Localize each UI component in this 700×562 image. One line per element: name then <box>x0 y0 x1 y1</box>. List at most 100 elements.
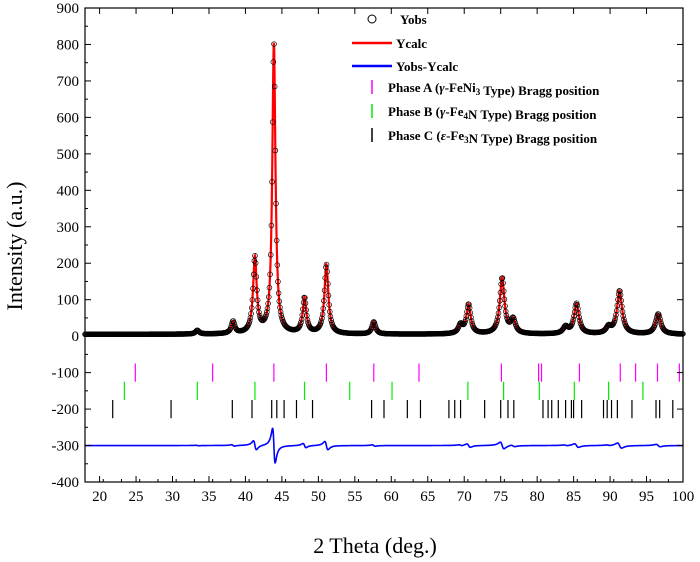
yobs-point <box>559 327 565 333</box>
yobs-point <box>277 309 284 315</box>
yobs-point <box>567 324 573 330</box>
yobs-point <box>650 325 657 331</box>
yobs-point <box>612 315 619 321</box>
yobs-point <box>493 319 500 326</box>
yobs-point <box>571 313 577 319</box>
yobs-point <box>273 237 280 244</box>
yobs-point <box>327 313 334 320</box>
yobs-point <box>304 312 310 319</box>
yobs-point <box>462 316 469 323</box>
x-axis-title: 2 Theta (deg.) <box>313 533 437 558</box>
yobs-point <box>302 300 309 306</box>
yobs-point <box>253 274 260 280</box>
yobs-point <box>324 268 330 275</box>
yobs-point <box>502 308 509 315</box>
y-axis-title: Intensity (a.u.) <box>2 182 27 311</box>
yobs-point <box>321 287 328 294</box>
yobs-point <box>575 310 582 316</box>
yobs-point <box>573 301 579 308</box>
yobs-point <box>304 317 311 323</box>
yobs-point <box>271 83 278 90</box>
yobs-point <box>613 307 620 314</box>
yobs-point <box>495 310 502 316</box>
yobs-point <box>325 292 332 299</box>
yobs-point <box>615 296 621 303</box>
yobs-point <box>256 312 263 319</box>
yobs-point <box>372 322 378 328</box>
yobs-point <box>252 253 258 259</box>
x-tick-label: 75 <box>493 489 508 505</box>
x-tick-label: 85 <box>566 489 581 505</box>
yobs-point <box>271 41 277 47</box>
yobs-point <box>254 287 260 293</box>
yobs-point <box>296 324 302 330</box>
yobs-point <box>267 271 273 278</box>
yobs-point <box>265 300 271 307</box>
phase-b-bragg-ticks <box>123 381 644 400</box>
yobs-point <box>297 321 304 328</box>
y-tick-label: -300 <box>52 439 80 455</box>
yobs-point <box>246 318 253 324</box>
y-tick-label: 200 <box>57 256 80 272</box>
y-tick-label: 600 <box>57 110 80 126</box>
yobs-point <box>273 200 279 207</box>
yobs-point <box>320 305 327 312</box>
series-yobs-points <box>82 41 686 338</box>
series-difference-line <box>85 427 683 465</box>
yobs-point <box>322 275 328 281</box>
yobs-point <box>510 314 516 320</box>
y-tick-label: -400 <box>52 475 80 491</box>
yobs-point <box>315 325 321 331</box>
yobs-point <box>500 280 506 286</box>
yobs-point <box>649 327 655 333</box>
yobs-point <box>248 305 255 311</box>
yobs-point <box>619 303 625 310</box>
yobs-point <box>570 316 577 323</box>
legend-diff-label: Yobs-Ycalc <box>396 59 458 74</box>
legend-phase-c-label: Phase C (ε-Fe3N Type) Bragg position <box>388 128 598 146</box>
x-tick-label: 65 <box>420 489 435 505</box>
x-tick-label: 20 <box>92 489 107 505</box>
yobs-point <box>254 297 261 303</box>
yobs-point <box>499 275 506 281</box>
yobs-point <box>506 319 513 325</box>
yobs-point <box>495 314 501 320</box>
x-tick-label: 80 <box>530 489 545 505</box>
yobs-point <box>319 311 326 317</box>
yobs-point <box>316 323 323 329</box>
legend-ycalc-label: Ycalc <box>396 36 427 51</box>
yobs-point <box>497 289 504 296</box>
phase-c-bragg-ticks <box>112 399 674 419</box>
yobs-point <box>466 301 472 308</box>
legend-phase-b-label: Phase B (γ-Fe4N Type) Bragg position <box>388 104 597 122</box>
yobs-point <box>619 308 626 315</box>
yobs-point <box>611 317 618 324</box>
y-tick-label: 300 <box>57 220 80 236</box>
yobs-point <box>318 318 325 324</box>
y-tick-label: 500 <box>57 147 80 163</box>
yobs-point <box>494 317 500 324</box>
yobs-point <box>248 310 254 317</box>
x-tick-label: 30 <box>165 489 180 505</box>
yobs-point <box>298 316 305 323</box>
yobs-point <box>490 325 496 332</box>
x-tick-label: 50 <box>311 489 326 505</box>
y-tick-label: 800 <box>57 37 80 53</box>
yobs-point <box>569 319 576 325</box>
yobs-point <box>620 313 626 319</box>
yobs-point <box>249 297 256 303</box>
yobs-point <box>652 320 659 326</box>
yobs-point <box>468 314 474 321</box>
yobs-point <box>274 262 281 268</box>
x-tick-label: 95 <box>639 489 654 505</box>
yobs-point <box>278 312 285 318</box>
yobs-point <box>574 302 581 308</box>
y-tick-label: 100 <box>57 293 80 309</box>
legend: Yobs Ycalc Yobs-Ycalc Phase A (γ-FeNi3 Type… <box>352 12 600 146</box>
yobs-point <box>491 324 498 330</box>
yobs-point <box>275 290 282 296</box>
phase-a-bragg-ticks <box>134 363 680 382</box>
y-tick-label: -100 <box>52 366 80 382</box>
yobs-point <box>323 261 330 268</box>
